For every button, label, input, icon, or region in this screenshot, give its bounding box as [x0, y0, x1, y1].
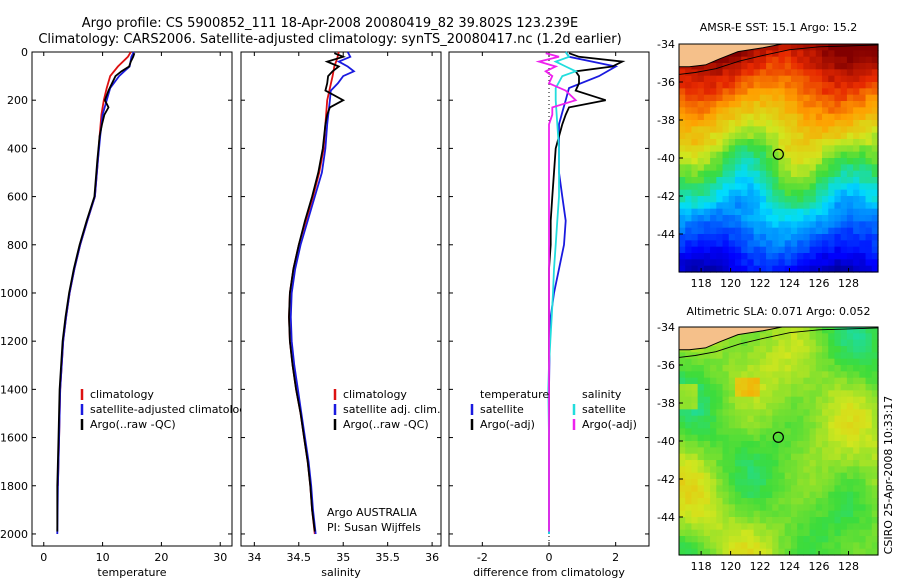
sla-map-ytick-label: -38: [657, 397, 675, 410]
sst-map-xtick-label: 120: [720, 277, 741, 290]
panel-salinity: 34 34.5 35 35.5 36 salinity climatology satelli…: [240, 51, 442, 579]
salinity-xtick-label: 34: [247, 551, 261, 564]
sla-map-xtick-label: 126: [809, 560, 830, 573]
difference-xtick-label: -2: [477, 551, 488, 564]
annotation-line: PI: Susan Wijffels: [327, 521, 421, 534]
salinity-xtick-label: 34.5: [287, 551, 312, 564]
map-panels: AMSR-E SST: 15.1 Argo: 15.2 118 120 122 124 1…: [657, 21, 879, 573]
sst-map-title: AMSR-E SST: 15.1 Argo: 15.2: [700, 21, 858, 34]
legend-label-argo: Argo(..raw -QC): [90, 418, 176, 431]
sla-map-xtick-label: 120: [720, 560, 741, 573]
legend-label-climatology: climatology: [343, 388, 407, 401]
salinity-xtick-label: 36: [425, 551, 439, 564]
ytick-label: 600: [7, 191, 28, 204]
ytick-label: 200: [7, 94, 28, 107]
legend-label-argo: Argo(..raw -QC): [343, 418, 429, 431]
sst-map-xtick-label: 124: [779, 277, 800, 290]
sst-map-xtick-label: 122: [750, 277, 771, 290]
sla-map-heatmap-cells: [679, 327, 879, 556]
salinity-series-argo: [288, 52, 346, 532]
sst-map-ytick-label: -42: [657, 190, 675, 203]
sla-map-xtick-label: 118: [691, 560, 712, 573]
legend-label-satellite: satellite adj. clim.: [343, 403, 440, 416]
temperature-xlabel: temperature: [97, 566, 166, 579]
sst-map-ytick-label: -34: [657, 38, 675, 51]
sla-map-ytick-label: -40: [657, 435, 675, 448]
panel-difference: -2 0 2 difference from climatology temperatu…: [448, 51, 650, 579]
credit-text: CSIRO 25-Apr-2008 10:33:17: [882, 396, 895, 555]
ytick-label: 1400: [0, 383, 28, 396]
legend-label-climatology: climatology: [90, 388, 154, 401]
sla-map-xtick-label: 124: [779, 560, 800, 573]
sst-map-ytick-label: -40: [657, 152, 675, 165]
salinity-axes-box: [240, 51, 442, 547]
sst-map-shelf-contour: [678, 44, 879, 75]
sla-map-land-coast: [678, 326, 783, 351]
sla-map-xtick-label: 128: [838, 560, 859, 573]
ytick-label: 800: [7, 239, 28, 252]
sla-map-float-marker: [772, 431, 784, 443]
sla-map-ytick-label: -36: [657, 359, 675, 372]
sla-map-xtick-label: 122: [750, 560, 771, 573]
salinity-xtick-label: 35.5: [375, 551, 400, 564]
sst-map-heatmap-cells: [679, 44, 879, 273]
salinity-xtick-label: 35: [336, 551, 350, 564]
legend-label-t_satellite: satellite: [480, 403, 524, 416]
sst-map: AMSR-E SST: 15.1 Argo: 15.2 118 120 122 124 1…: [657, 21, 879, 290]
legend-label-satellite: satellite-adjusted climatology: [90, 403, 253, 416]
sst-map-ytick-label: -44: [657, 228, 675, 241]
legend-label-s_argo: Argo(-adj): [582, 418, 637, 431]
figure-title-line1: Argo profile: CS 5900852_111 18-Apr-2008…: [82, 16, 578, 31]
temperature-xtick-label: 20: [154, 551, 168, 564]
ytick-label: 1200: [0, 335, 28, 348]
difference-xtick-label: 2: [612, 551, 619, 564]
annotation-line: Argo AUSTRALIA: [327, 506, 417, 519]
temperature-xtick-label: 0: [40, 551, 47, 564]
sst-map-xtick-label: 128: [838, 277, 859, 290]
ytick-label: 1800: [0, 480, 28, 493]
temperature-series-argo: [56, 52, 136, 532]
sst-map-land-coast: [678, 43, 783, 68]
ytick-label: 1600: [0, 432, 28, 445]
sla-map-ytick-label: -44: [657, 511, 675, 524]
ytick-label: 400: [7, 142, 28, 155]
temperature-xtick-label: 30: [213, 551, 227, 564]
ytick-label: 2000: [0, 528, 28, 541]
sla-map-ytick-label: -34: [657, 321, 675, 334]
legend-label-t_argo: Argo(-adj): [480, 418, 535, 431]
sst-map-xtick-label: 118: [691, 277, 712, 290]
difference-xtick-label: 0: [546, 551, 553, 564]
sst-map-xtick-label: 126: [809, 277, 830, 290]
legend-heading-salinity: salinity: [582, 388, 622, 401]
sst-map-ytick-label: -36: [657, 76, 675, 89]
legend-label-s_satellite: satellite: [582, 403, 626, 416]
panel-temperature: 0 200 400 600 800 1000 1200 1400 1600 1800 2000 0 10…: [0, 46, 253, 579]
ytick-label: 0: [21, 46, 28, 59]
ytick-label: 1000: [0, 287, 28, 300]
temperature-xtick-label: 10: [96, 551, 110, 564]
sst-map-ytick-label: -38: [657, 114, 675, 127]
temperature-axes-box: [31, 51, 233, 547]
sla-map: Altimetric SLA: 0.071 Argo: 0.052 118 120 1…: [657, 305, 879, 573]
salinity-xlabel: salinity: [321, 566, 361, 579]
sla-map-title: Altimetric SLA: 0.071 Argo: 0.052: [686, 305, 870, 318]
figure-title-line2: Climatology: CARS2006. Satellite-adjuste…: [38, 32, 621, 47]
sst-map-float-marker: [772, 148, 784, 160]
sla-map-ytick-label: -42: [657, 473, 675, 486]
difference-series-s_argo: [535, 52, 578, 532]
difference-xlabel: difference from climatology: [473, 566, 625, 579]
sla-map-shelf-contour: [678, 327, 879, 358]
legend-heading-temperature: temperature: [480, 388, 549, 401]
